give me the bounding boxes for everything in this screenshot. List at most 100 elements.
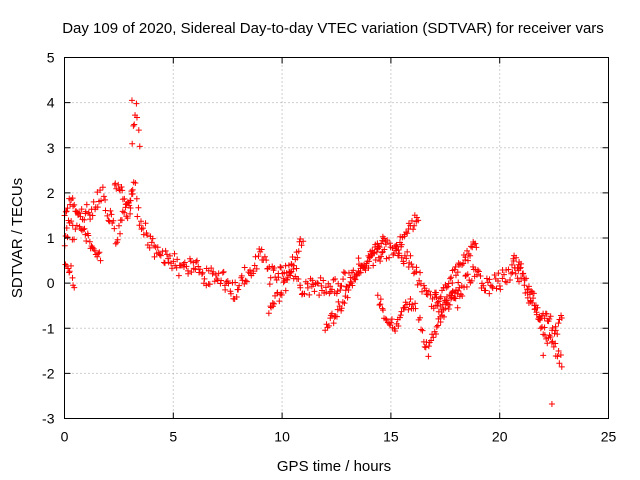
- data-point: [454, 290, 461, 297]
- data-point: [306, 291, 313, 298]
- data-point: [547, 313, 554, 320]
- data-point: [491, 271, 498, 278]
- data-point: [387, 319, 394, 326]
- data-point: [157, 252, 164, 259]
- data-point: [278, 292, 285, 299]
- data-point: [474, 267, 481, 274]
- data-point: [236, 282, 243, 289]
- data-point: [107, 207, 114, 214]
- data-point: [198, 270, 205, 277]
- data-point: [271, 300, 278, 307]
- data-point: [512, 270, 519, 277]
- data-point: [278, 264, 285, 271]
- data-point: [437, 303, 444, 310]
- data-point: [100, 193, 107, 200]
- data-point: [433, 330, 440, 337]
- data-point: [140, 225, 147, 232]
- data-point: [151, 253, 158, 260]
- data-point: [446, 301, 453, 308]
- data-point: [134, 213, 141, 220]
- data-point: [349, 282, 356, 289]
- data-point: [407, 252, 414, 259]
- data-point: [298, 242, 305, 249]
- data-point: [369, 250, 376, 257]
- data-point: [403, 255, 410, 262]
- data-point: [404, 248, 411, 255]
- data-point: [431, 294, 438, 301]
- data-point: [473, 244, 480, 251]
- data-point: [411, 222, 418, 229]
- data-point: [452, 263, 459, 270]
- data-point: [401, 252, 408, 259]
- data-point: [351, 275, 358, 282]
- data-point: [118, 217, 125, 224]
- data-point: [70, 203, 77, 210]
- data-point: [68, 218, 75, 225]
- data-point: [222, 286, 229, 293]
- data-point: [480, 282, 487, 289]
- data-point: [127, 210, 134, 217]
- data-point: [304, 284, 311, 291]
- data-point: [495, 270, 502, 277]
- data-point: [275, 274, 282, 281]
- data-point: [363, 262, 370, 269]
- data-point: [555, 347, 562, 354]
- data-point: [94, 253, 101, 260]
- data-point: [82, 208, 89, 215]
- data-point: [149, 235, 156, 242]
- data-point: [146, 244, 153, 251]
- data-point: [174, 256, 181, 263]
- data-point: [115, 181, 122, 188]
- data-point: [86, 238, 93, 245]
- data-point: [118, 183, 125, 190]
- data-point: [427, 291, 434, 298]
- data-point: [536, 313, 543, 320]
- data-point: [433, 323, 440, 330]
- data-point: [541, 324, 548, 331]
- data-point: [300, 238, 307, 245]
- y-tick-label: -3: [42, 411, 55, 427]
- y-axis-label: SDTVAR / TECUs: [9, 178, 26, 298]
- data-point: [111, 225, 118, 232]
- data-point: [484, 279, 491, 286]
- data-point: [428, 337, 435, 344]
- data-point: [327, 283, 334, 290]
- data-point: [378, 240, 385, 247]
- data-point: [437, 318, 444, 325]
- data-point: [108, 211, 115, 218]
- data-point: [467, 243, 474, 250]
- data-point: [500, 271, 507, 278]
- data-point: [127, 205, 134, 212]
- data-point: [482, 287, 489, 294]
- data-point: [557, 352, 564, 359]
- data-point: [419, 288, 426, 295]
- data-point: [64, 234, 71, 241]
- data-point: [98, 197, 105, 204]
- data-point: [241, 264, 248, 271]
- data-point: [541, 315, 548, 322]
- data-point: [183, 263, 190, 270]
- data-point: [95, 250, 102, 257]
- data-point: [558, 363, 565, 370]
- data-point: [425, 288, 432, 295]
- data-point: [73, 208, 80, 215]
- y-tick-label: 5: [47, 50, 55, 66]
- data-point: [193, 257, 200, 264]
- data-point: [532, 302, 539, 309]
- data-point: [71, 201, 78, 208]
- data-point: [464, 247, 471, 254]
- data-point: [162, 247, 169, 254]
- x-tick-label: 10: [274, 429, 290, 445]
- x-axis-label: GPS time / hours: [277, 458, 391, 475]
- chart-title: Day 109 of 2020, Sidereal Day-to-day VTE…: [62, 20, 604, 37]
- data-point: [311, 288, 318, 295]
- data-point: [499, 275, 506, 282]
- data-point: [381, 246, 388, 253]
- y-tick-label: 3: [47, 140, 55, 156]
- data-point: [334, 288, 341, 295]
- data-point: [523, 275, 530, 282]
- data-point: [121, 209, 128, 216]
- data-point: [400, 260, 407, 267]
- data-point: [340, 276, 347, 283]
- data-point: [113, 185, 120, 192]
